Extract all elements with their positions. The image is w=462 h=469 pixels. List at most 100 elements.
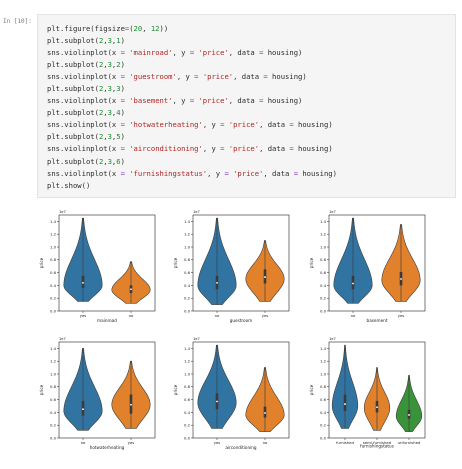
code-token: 2 xyxy=(98,156,104,166)
violin-subplot-5: 0.0 0.2 0.4 0.6 0.8 1.0 1.2 1.4 1e7 price yes no air… xyxy=(173,337,290,450)
code-token: 5 xyxy=(116,132,121,142)
y-tick-label: 0.0 xyxy=(184,435,191,440)
code-token: housing) xyxy=(267,72,307,82)
violin-iqr-box xyxy=(263,406,267,418)
code-token: 'guestroom' xyxy=(129,72,177,82)
code-token: , data xyxy=(259,120,290,130)
y-tick-label: 0.4 xyxy=(50,410,57,415)
violin-median xyxy=(264,412,266,414)
code-token: ) xyxy=(120,84,125,94)
y-tick-label: 0.6 xyxy=(184,397,191,402)
y-tick-label: 0.6 xyxy=(50,397,57,402)
code-line: plt.subplot(2,3,1) xyxy=(47,36,125,45)
code-token: = xyxy=(293,168,299,178)
x-tick-label: no xyxy=(215,313,220,318)
y-tick-label: 0.2 xyxy=(320,423,327,428)
code-token: 2 xyxy=(98,84,104,94)
y-tick-label: 1.4 xyxy=(320,219,327,224)
y-axis-label: price xyxy=(173,257,178,268)
code-token: 6 xyxy=(116,156,121,166)
code-token: , xyxy=(103,60,108,70)
y-tick-label: 1.0 xyxy=(184,371,191,376)
code-token: , xyxy=(103,36,108,46)
y-tick-label: 0.2 xyxy=(184,423,191,428)
y-tick-label: 0.4 xyxy=(320,410,327,415)
code-token: ( xyxy=(129,24,134,33)
y-tick-label: 0.2 xyxy=(50,423,57,428)
offset-text: 1e7 xyxy=(329,210,336,214)
violin-median xyxy=(82,408,84,411)
y-tick-label: 1.2 xyxy=(184,359,191,364)
code-token: = xyxy=(120,48,125,58)
y-tick-label: 1.4 xyxy=(50,219,57,224)
y-axis-label: price xyxy=(39,384,44,395)
code-token: 'basement' xyxy=(129,96,173,106)
x-axis-label: basement xyxy=(367,318,388,323)
cell-output: 0.0 0.2 0.4 0.6 0.8 1.0 1.2 1.4 1e7 price yes no mai… xyxy=(0,200,462,465)
y-tick-label: 1.2 xyxy=(50,359,57,364)
code-token: sns.violinplot(x xyxy=(47,144,121,154)
offset-text: 1e7 xyxy=(193,337,200,341)
code-cell[interactable]: plt.figure(figsize=(20, 12)) plt.subplot… xyxy=(37,14,456,198)
code-token: 2 xyxy=(98,108,104,118)
code-token: 3 xyxy=(116,84,121,94)
code-token: = xyxy=(224,168,229,178)
x-tick-label: no xyxy=(81,440,86,445)
code-token: , data xyxy=(228,48,260,58)
code-token: sns.violinplot(x xyxy=(47,120,121,130)
code-token: )) xyxy=(159,24,169,33)
code-editor[interactable]: plt.figure(figsize=(20, 12)) plt.subplot… xyxy=(38,15,455,192)
code-token: , y xyxy=(172,96,190,106)
offset-text: 1e7 xyxy=(193,210,200,214)
code-token: plt.subplot( xyxy=(47,132,99,142)
x-tick-label: no xyxy=(351,313,356,318)
y-tick-label: 0.2 xyxy=(184,296,191,301)
y-tick-label: 1.4 xyxy=(320,346,327,351)
code-token: , y xyxy=(207,168,225,178)
code-token: , xyxy=(103,132,108,142)
y-tick-label: 1.0 xyxy=(184,244,191,249)
code-token: plt.subplot( xyxy=(47,156,99,166)
code-token: , xyxy=(111,108,117,118)
code-token: = xyxy=(120,96,125,106)
code-token: , xyxy=(103,156,108,166)
code-token: , y xyxy=(202,120,221,130)
violin-subplot-4: 0.0 0.2 0.4 0.6 0.8 1.0 1.2 1.4 1e7 price no yeshot… xyxy=(39,337,156,450)
code-line: plt.subplot(2,3,6) xyxy=(47,157,125,166)
y-tick-label: 0.4 xyxy=(320,283,327,288)
y-tick-label: 0.6 xyxy=(50,270,57,275)
code-token: ) xyxy=(120,60,125,70)
code-token: ) xyxy=(120,156,125,166)
code-token: ) xyxy=(120,36,125,46)
code-line: plt.figure(figsize=(20, 12)) xyxy=(47,24,168,33)
code-token: 'price' xyxy=(228,144,260,154)
code-token: 3 xyxy=(107,84,112,94)
code-token: = xyxy=(220,144,225,154)
y-tick-label: 0.6 xyxy=(320,397,327,402)
violin-subplot-1: 0.0 0.2 0.4 0.6 0.8 1.0 1.2 1.4 1e7 price yes no mai… xyxy=(39,210,156,323)
violin-subplot-3: 0.0 0.2 0.4 0.6 0.8 1.0 1.2 1.4 1e7 price no yes bas… xyxy=(309,210,426,323)
x-axis-label: mainroad xyxy=(97,318,117,323)
code-token: = xyxy=(120,120,125,130)
y-tick-label: 0.8 xyxy=(320,384,327,389)
y-tick-label: 1.2 xyxy=(50,232,57,237)
y-tick-label: 0.0 xyxy=(184,308,191,313)
code-token: 3 xyxy=(107,156,112,166)
code-token: = xyxy=(220,120,225,130)
y-axis-label: price xyxy=(173,384,178,395)
code-token: 'price' xyxy=(198,96,229,106)
code-token: 2 xyxy=(98,60,104,70)
code-line: sns.violinplot(x = 'basement', y = 'pric… xyxy=(47,96,302,105)
violin-iqr-box xyxy=(81,275,85,288)
code-token: = xyxy=(259,96,264,106)
y-tick-label: 0.0 xyxy=(320,308,327,313)
code-token: ) xyxy=(120,132,125,142)
code-line: plt.subplot(2,3,2) xyxy=(47,60,125,69)
x-axis-label: furnishingstatus xyxy=(360,444,394,449)
x-tick-label: yes xyxy=(214,440,221,445)
violin-median xyxy=(408,414,410,416)
y-tick-label: 1.0 xyxy=(320,244,327,249)
code-token: 4 xyxy=(116,108,121,118)
code-token: plt.figure(figsize xyxy=(47,24,125,33)
x-tick-label: yes xyxy=(128,440,135,445)
